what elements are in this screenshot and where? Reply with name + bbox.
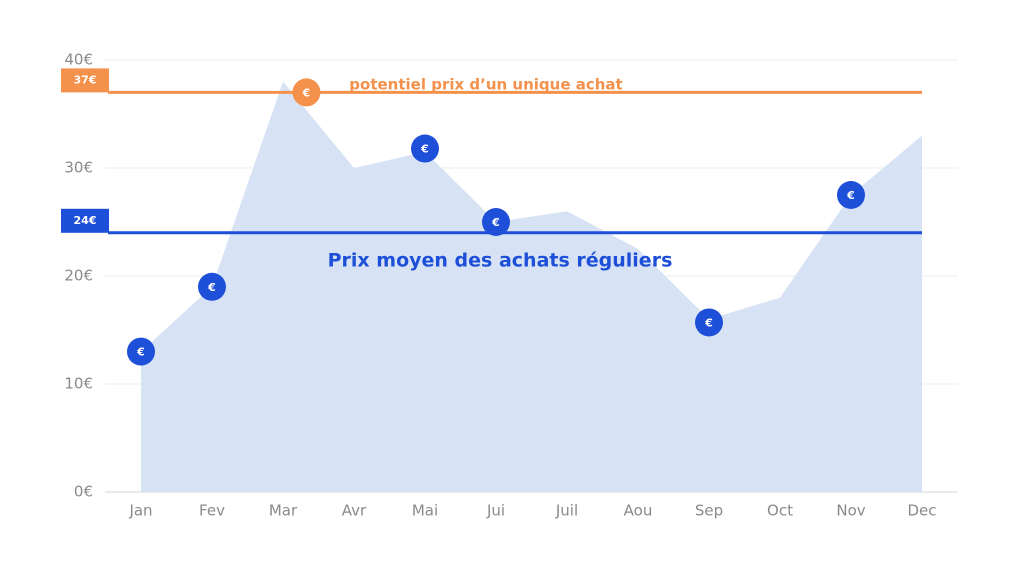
x-tick-label: Mar [269,502,298,520]
area [141,81,922,492]
x-tick-label: Oct [767,502,793,520]
y-tick-label: 0€ [74,483,93,501]
price-point-symbol: € [704,316,713,329]
y-tick-label: 10€ [64,375,93,393]
price-point [695,308,723,337]
price-point [198,272,226,301]
x-tick-label: Nov [836,502,865,520]
x-tick-label: Dec [907,502,936,520]
x-tick-label: Mai [412,502,438,520]
reference-tag [61,68,109,93]
reference-marker-symbol: € [302,86,311,99]
price-point [482,208,510,236]
reference-text: potentiel prix d’un unique achat [349,76,622,94]
x-tick-label: Sep [695,502,723,520]
x-tick-label: Juil [555,502,578,520]
reference-tag [61,208,109,233]
price-point-symbol: € [207,281,216,294]
price-point-symbol: € [491,216,500,229]
y-tick-label: 30€ [64,159,93,177]
price-point [837,181,865,209]
x-tick-label: Jui [486,502,505,520]
reference-label: 24€ [74,214,97,227]
reference-text: Prix moyen des achats réguliers [328,250,673,272]
reference-label: 37€ [74,73,97,86]
y-tick-label: 40€ [64,51,93,69]
x-tick-label: Aou [624,502,653,520]
x-tick-label: Jan [128,502,152,520]
price-point-symbol: € [420,143,429,156]
price-point-symbol: € [846,189,855,202]
x-tick-label: Fev [199,502,225,520]
price-point [411,134,439,163]
x-tick-label: Avr [342,502,367,520]
price-point [127,337,155,366]
reference-marker [292,78,321,107]
price-point-symbol: € [136,346,145,359]
y-tick-label: 20€ [64,267,93,285]
